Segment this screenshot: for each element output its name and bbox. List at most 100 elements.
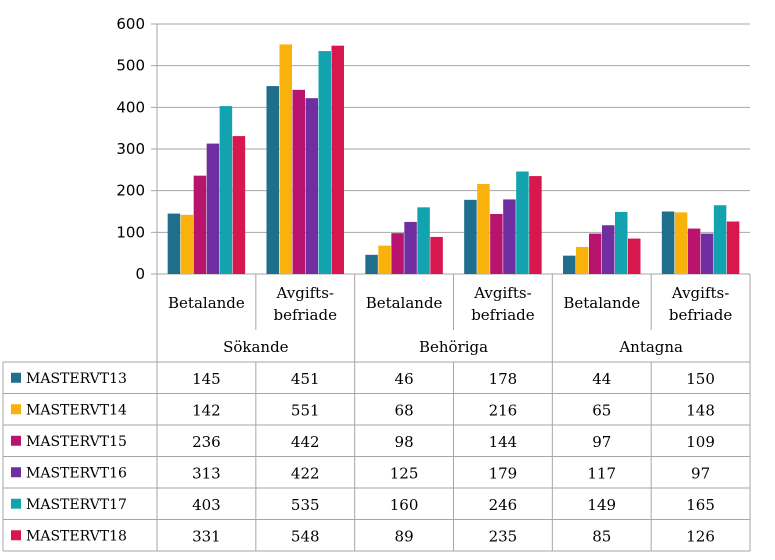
data-table: MASTERVT13 145 451 46 178 44 150 MASTERVT14 142 5…	[2, 361, 751, 552]
table-cell: 548	[291, 527, 320, 545]
bar-mastervt15	[193, 175, 207, 274]
table-cell: 179	[489, 464, 518, 482]
group-label: Antagna	[618, 338, 683, 356]
series-name: MASTERVT17	[26, 497, 127, 513]
table-cell: 216	[489, 401, 518, 419]
table-cell: 125	[390, 464, 419, 482]
group-label: Sökande	[223, 338, 289, 356]
bar-mastervt15	[292, 89, 305, 274]
series-name: MASTERVT16	[26, 465, 127, 481]
bar-mastervt15	[490, 214, 503, 274]
bar-mastervt13	[365, 254, 378, 274]
bar-mastervt16	[305, 98, 318, 275]
bar-mastervt15	[589, 233, 602, 274]
group-label: Behöriga	[419, 338, 488, 356]
category-label: Betalande	[563, 294, 640, 312]
table-cell: 442	[291, 433, 320, 451]
bar-mastervt16	[206, 143, 220, 274]
y-tick-label: 0	[135, 265, 145, 283]
bar-mastervt16	[602, 225, 615, 274]
bar-mastervt17	[713, 205, 727, 274]
legend-key-mastervt13	[11, 372, 21, 383]
series-name: MASTERVT15	[26, 434, 127, 450]
bar-mastervt17	[516, 171, 529, 274]
table-cell: 535	[291, 496, 320, 514]
table-cell: 235	[489, 527, 518, 545]
category-label: Betalande	[366, 294, 443, 312]
table-cell: 331	[192, 527, 221, 545]
bar-mastervt16	[503, 199, 516, 274]
table-cell: 44	[592, 370, 611, 388]
table-cell: 149	[587, 496, 616, 514]
bar-mastervt18	[430, 236, 443, 274]
category-label: Avgifts-	[671, 284, 729, 302]
table-cell: 451	[291, 370, 320, 388]
bar-mastervt18	[331, 45, 344, 274]
table-cell: 65	[592, 401, 611, 419]
bar-mastervt18	[628, 238, 641, 274]
table-cell: 89	[395, 527, 414, 545]
bar-mastervt14	[378, 245, 391, 274]
bar-mastervt13	[661, 211, 675, 274]
table-cell: 97	[691, 464, 710, 482]
category-label: befriade	[471, 306, 535, 324]
table-cell: 551	[291, 401, 320, 419]
table-cell: 85	[592, 527, 611, 545]
bar-mastervt17	[417, 207, 430, 274]
legend-key-mastervt18	[11, 530, 21, 541]
bar-mastervt15	[687, 228, 701, 274]
bar-mastervt15	[391, 233, 404, 274]
bar-mastervt14	[477, 184, 490, 274]
table-cell: 117	[587, 464, 616, 482]
category-label: befriade	[274, 306, 338, 324]
table-cell: 142	[192, 401, 221, 419]
legend-key-mastervt16	[11, 467, 21, 478]
bars	[167, 44, 740, 275]
bar-mastervt16	[404, 221, 417, 274]
series-name: MASTERVT14	[26, 402, 127, 418]
y-tick-label: 600	[116, 15, 145, 33]
bar-mastervt17	[615, 211, 628, 274]
bar-mastervt16	[700, 233, 714, 274]
series-name: MASTERVT13	[26, 371, 127, 387]
bar-mastervt17	[318, 51, 331, 275]
bar-mastervt13	[563, 255, 576, 274]
table-cell: 97	[592, 433, 611, 451]
table-cell: 160	[390, 496, 419, 514]
table-cell: 126	[686, 527, 715, 545]
table-cell: 145	[192, 370, 221, 388]
bar-mastervt14	[180, 214, 194, 274]
bar-mastervt18	[529, 176, 542, 274]
series-name: MASTERVT18	[26, 528, 127, 544]
y-axis: 0 100 200 300 400 500 600	[116, 15, 158, 283]
category-label: befriade	[669, 306, 733, 324]
bar-mastervt17	[219, 106, 233, 274]
y-tick-label: 200	[116, 182, 145, 200]
y-tick-label: 500	[116, 57, 145, 75]
legend-key-mastervt17	[11, 498, 21, 509]
bar-mastervt13	[167, 213, 181, 274]
table-cell: 422	[291, 464, 320, 482]
table-cell: 178	[489, 370, 518, 388]
bar-mastervt13	[266, 86, 279, 274]
gridlines	[157, 23, 750, 275]
category-label: Betalande	[168, 294, 245, 312]
table-cell: 98	[395, 433, 414, 451]
bar-mastervt14	[576, 246, 589, 274]
table-cell: 313	[192, 464, 221, 482]
table-cell: 246	[489, 496, 518, 514]
y-tick-label: 100	[116, 223, 145, 241]
bar-mastervt18	[726, 221, 740, 274]
table-cell: 109	[686, 433, 715, 451]
table-cell: 68	[395, 401, 414, 419]
bar-mastervt13	[464, 199, 477, 274]
x-axis: Betalande Avgifts-befriade Betalande Avgift…	[156, 274, 751, 362]
category-label: Avgifts-	[276, 284, 334, 302]
legend-key-mastervt14	[11, 404, 21, 415]
category-label: Avgifts-	[473, 284, 531, 302]
table-cell: 236	[192, 433, 221, 451]
bar-mastervt14	[674, 212, 688, 274]
bar-mastervt14	[279, 44, 292, 274]
table-cell: 403	[192, 496, 221, 514]
table-cell: 148	[686, 401, 715, 419]
